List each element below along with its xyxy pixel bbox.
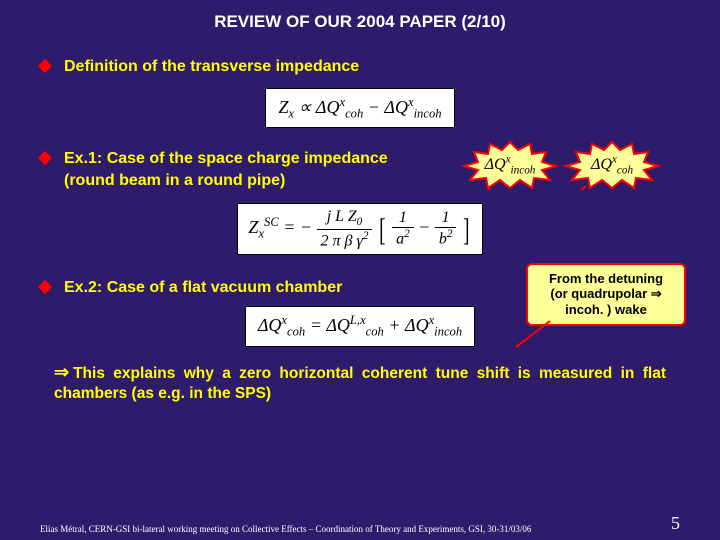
bullet-text: Ex.2: Case of a flat vacuum chamber [64, 277, 342, 299]
bullet-diamond-icon [38, 151, 52, 165]
bullet-row: Definition of the transverse impedance [40, 56, 680, 78]
bullet2-line2: (round beam in a round pipe) [64, 172, 285, 189]
explain-line3: incoh. ) wake [565, 302, 647, 317]
explain-line1: From the detuning [549, 271, 663, 286]
callout-coh-label: ΔQxcoh [591, 154, 633, 177]
equation-3: ΔQxcoh = ΔQL,xcoh + ΔQxincoh [245, 306, 475, 347]
conclusion-text: ⇒This explains why a zero horizontal coh… [54, 361, 666, 403]
bullet-text: Definition of the transverse impedance [64, 56, 359, 78]
bullet2-line1: Ex.1: Case of the space charge impedance [64, 150, 388, 167]
explain-line2: (or quadrupolar ⇒ [550, 286, 661, 301]
equation-2: ZxSC = − j L Z02 π β γ2 [ 1a2 − 1b2 ] [237, 203, 482, 255]
page-number: 5 [671, 513, 680, 534]
callout-coh: ΔQxcoh [562, 140, 662, 195]
callout-detuning-body: From the detuning (or quadrupolar ⇒ inco… [526, 263, 686, 326]
section-definition: Definition of the transverse impedance Z… [40, 56, 680, 128]
bullet-diamond-icon [38, 59, 52, 73]
slide-title: REVIEW OF OUR 2004 PAPER (2/10) [40, 12, 680, 32]
equation-1: Zx ∝ ΔQxcoh − ΔQxincoh [265, 88, 454, 129]
bullet-diamond-icon [38, 280, 52, 294]
section-flat-chamber: Ex.2: Case of a flat vacuum chamber From… [40, 277, 680, 347]
footer: Elias Métral, CERN-GSI bi-lateral workin… [40, 513, 680, 534]
callout-detuning: From the detuning (or quadrupolar ⇒ inco… [526, 263, 686, 326]
callout-incoh-label: ΔQxincoh [485, 154, 536, 177]
bullet-text: Ex.1: Case of the space charge impedance… [64, 148, 388, 191]
equation-container-1: Zx ∝ ΔQxcoh − ΔQxincoh [40, 88, 680, 129]
section-space-charge: Ex.1: Case of the space charge impedance… [40, 148, 680, 255]
slide: REVIEW OF OUR 2004 PAPER (2/10) Definiti… [0, 0, 720, 540]
equation-container-2: ZxSC = − j L Z02 π β γ2 [ 1a2 − 1b2 ] [40, 203, 680, 255]
footer-text: Elias Métral, CERN-GSI bi-lateral workin… [40, 524, 531, 534]
callout-incoh: ΔQxincoh [460, 140, 560, 195]
